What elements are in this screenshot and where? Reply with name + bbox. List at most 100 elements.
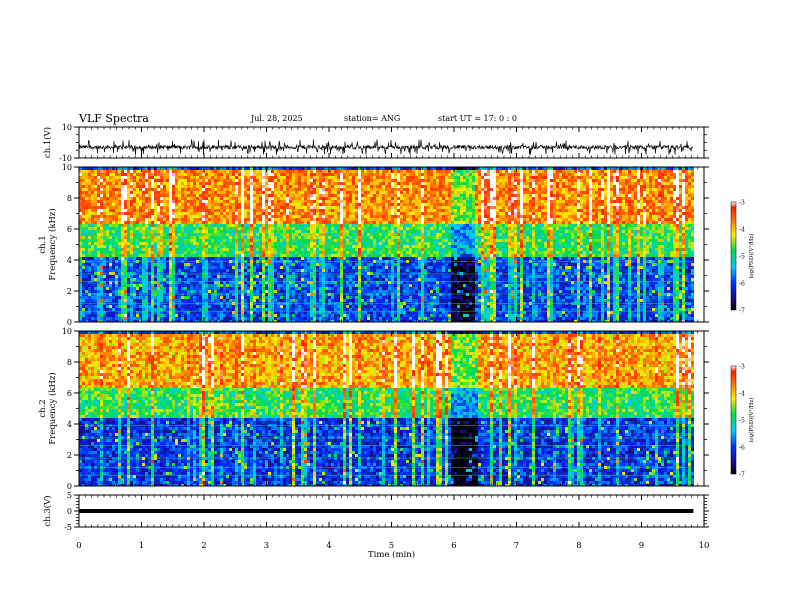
spectrogram-cell bbox=[94, 278, 97, 281]
spectrogram-cell bbox=[319, 200, 322, 203]
spectrogram-cell bbox=[166, 275, 169, 278]
spectrogram-cell bbox=[271, 200, 274, 203]
spectrogram-cell bbox=[235, 212, 238, 215]
spectrogram-cell bbox=[259, 245, 262, 248]
spectrogram-cell bbox=[136, 275, 139, 278]
spectrogram-cell bbox=[226, 215, 229, 218]
spectrogram-cell bbox=[304, 167, 307, 170]
spectrogram-cell bbox=[85, 170, 88, 173]
spectrogram-cell bbox=[235, 209, 238, 212]
spectrogram-cell bbox=[334, 182, 337, 185]
spectrogram-cell bbox=[163, 221, 166, 224]
spectrogram-cell bbox=[169, 314, 172, 317]
spectrogram-cell bbox=[133, 239, 136, 242]
spectrogram-cell bbox=[316, 251, 319, 254]
spectrogram-cell bbox=[127, 272, 130, 275]
spectrogram-cell bbox=[244, 287, 247, 290]
spectrogram-cell bbox=[190, 308, 193, 311]
spectrogram-cell bbox=[166, 320, 169, 322]
spectrogram-cell bbox=[100, 185, 103, 188]
spectrogram-cell bbox=[232, 275, 235, 278]
spectrogram-cell bbox=[220, 167, 223, 170]
spectrogram-cell bbox=[175, 179, 178, 182]
spectrogram-cell bbox=[124, 308, 127, 311]
spectrogram-cell bbox=[112, 182, 115, 185]
spectrogram-cell bbox=[343, 206, 346, 209]
spectrogram-cell bbox=[175, 305, 178, 308]
spectrogram-cell bbox=[253, 284, 256, 287]
spectrogram-cell bbox=[88, 254, 91, 257]
spectrogram-cell bbox=[313, 227, 316, 230]
spectrogram-cell bbox=[178, 170, 181, 173]
spectrogram-cell bbox=[226, 194, 229, 197]
spectrogram-cell bbox=[244, 236, 247, 239]
spectrogram-cell bbox=[208, 281, 211, 284]
spectrogram-cell bbox=[280, 185, 283, 188]
spectrogram-cell bbox=[157, 248, 160, 251]
spectrogram-cell bbox=[112, 299, 115, 302]
spectrogram-cell bbox=[121, 287, 124, 290]
spectrogram-cell bbox=[109, 257, 112, 260]
spectrogram-cell bbox=[127, 218, 130, 221]
spectrogram-cell bbox=[79, 227, 82, 230]
spectrogram-cell bbox=[190, 290, 193, 293]
spectrogram-cell bbox=[178, 182, 181, 185]
spectrogram-cell bbox=[325, 197, 328, 200]
spectrogram-cell bbox=[112, 314, 115, 317]
spectrogram-cell bbox=[277, 221, 280, 224]
spectrogram-cell bbox=[109, 185, 112, 188]
spectrogram-cell bbox=[220, 284, 223, 287]
spectrogram-cell bbox=[175, 203, 178, 206]
spectrogram-cell bbox=[133, 269, 136, 272]
spectrogram-cell bbox=[178, 257, 181, 260]
spectrogram-cell bbox=[85, 227, 88, 230]
spectrogram-cell bbox=[223, 290, 226, 293]
spectrogram-cell bbox=[283, 209, 286, 212]
spectrogram-cell bbox=[97, 167, 100, 170]
spectrogram-cell bbox=[292, 224, 295, 227]
spectrogram-cell bbox=[295, 317, 298, 320]
spectrogram-cell bbox=[154, 182, 157, 185]
spectrogram-cell bbox=[313, 233, 316, 236]
spectrogram-cell bbox=[124, 254, 127, 257]
spectrogram-cell bbox=[193, 170, 196, 173]
spectrogram-cell bbox=[337, 287, 340, 290]
spectrogram-cell bbox=[217, 212, 220, 215]
spectrogram-cell bbox=[337, 248, 340, 251]
spectrogram-cell bbox=[214, 236, 217, 239]
spectrogram-cell bbox=[151, 224, 154, 227]
spectrogram-cell bbox=[178, 278, 181, 281]
spectrogram-cell bbox=[334, 293, 337, 296]
spectrogram-cell bbox=[139, 206, 142, 209]
spectrogram-cell bbox=[346, 317, 349, 320]
spectrogram-cell bbox=[259, 311, 262, 314]
spectrogram-cell bbox=[208, 275, 211, 278]
spectrogram-cell bbox=[124, 263, 127, 266]
spectrogram-cell bbox=[325, 281, 328, 284]
spectrogram-cell bbox=[241, 293, 244, 296]
spectrogram-cell bbox=[292, 245, 295, 248]
spectrogram-cell bbox=[214, 299, 217, 302]
spectrogram-cell bbox=[280, 200, 283, 203]
spectrogram-cell bbox=[271, 269, 274, 272]
spectrogram-cell bbox=[280, 284, 283, 287]
spectrogram-cell bbox=[337, 236, 340, 239]
spectrogram-cell bbox=[169, 182, 172, 185]
spectrogram-cell bbox=[175, 266, 178, 269]
date-label: Jul. 28, 2025 bbox=[251, 114, 303, 123]
spectrogram-cell bbox=[262, 248, 265, 251]
spectrogram-cell bbox=[346, 248, 349, 251]
spectrogram-cell bbox=[175, 275, 178, 278]
spectrogram-cell bbox=[289, 203, 292, 206]
spectrogram-cell bbox=[112, 209, 115, 212]
spectrogram-cell bbox=[115, 284, 118, 287]
spectrogram-cell bbox=[79, 167, 82, 170]
spectrogram-cell bbox=[325, 203, 328, 206]
spectrogram-cell bbox=[274, 278, 277, 281]
spectrogram-cell bbox=[208, 167, 211, 170]
spectrogram-cell bbox=[175, 221, 178, 224]
spectrogram-cell bbox=[346, 227, 349, 230]
spectrogram-cell bbox=[313, 167, 316, 170]
spectrogram-cell bbox=[325, 179, 328, 182]
spectrogram-cell bbox=[268, 197, 271, 200]
